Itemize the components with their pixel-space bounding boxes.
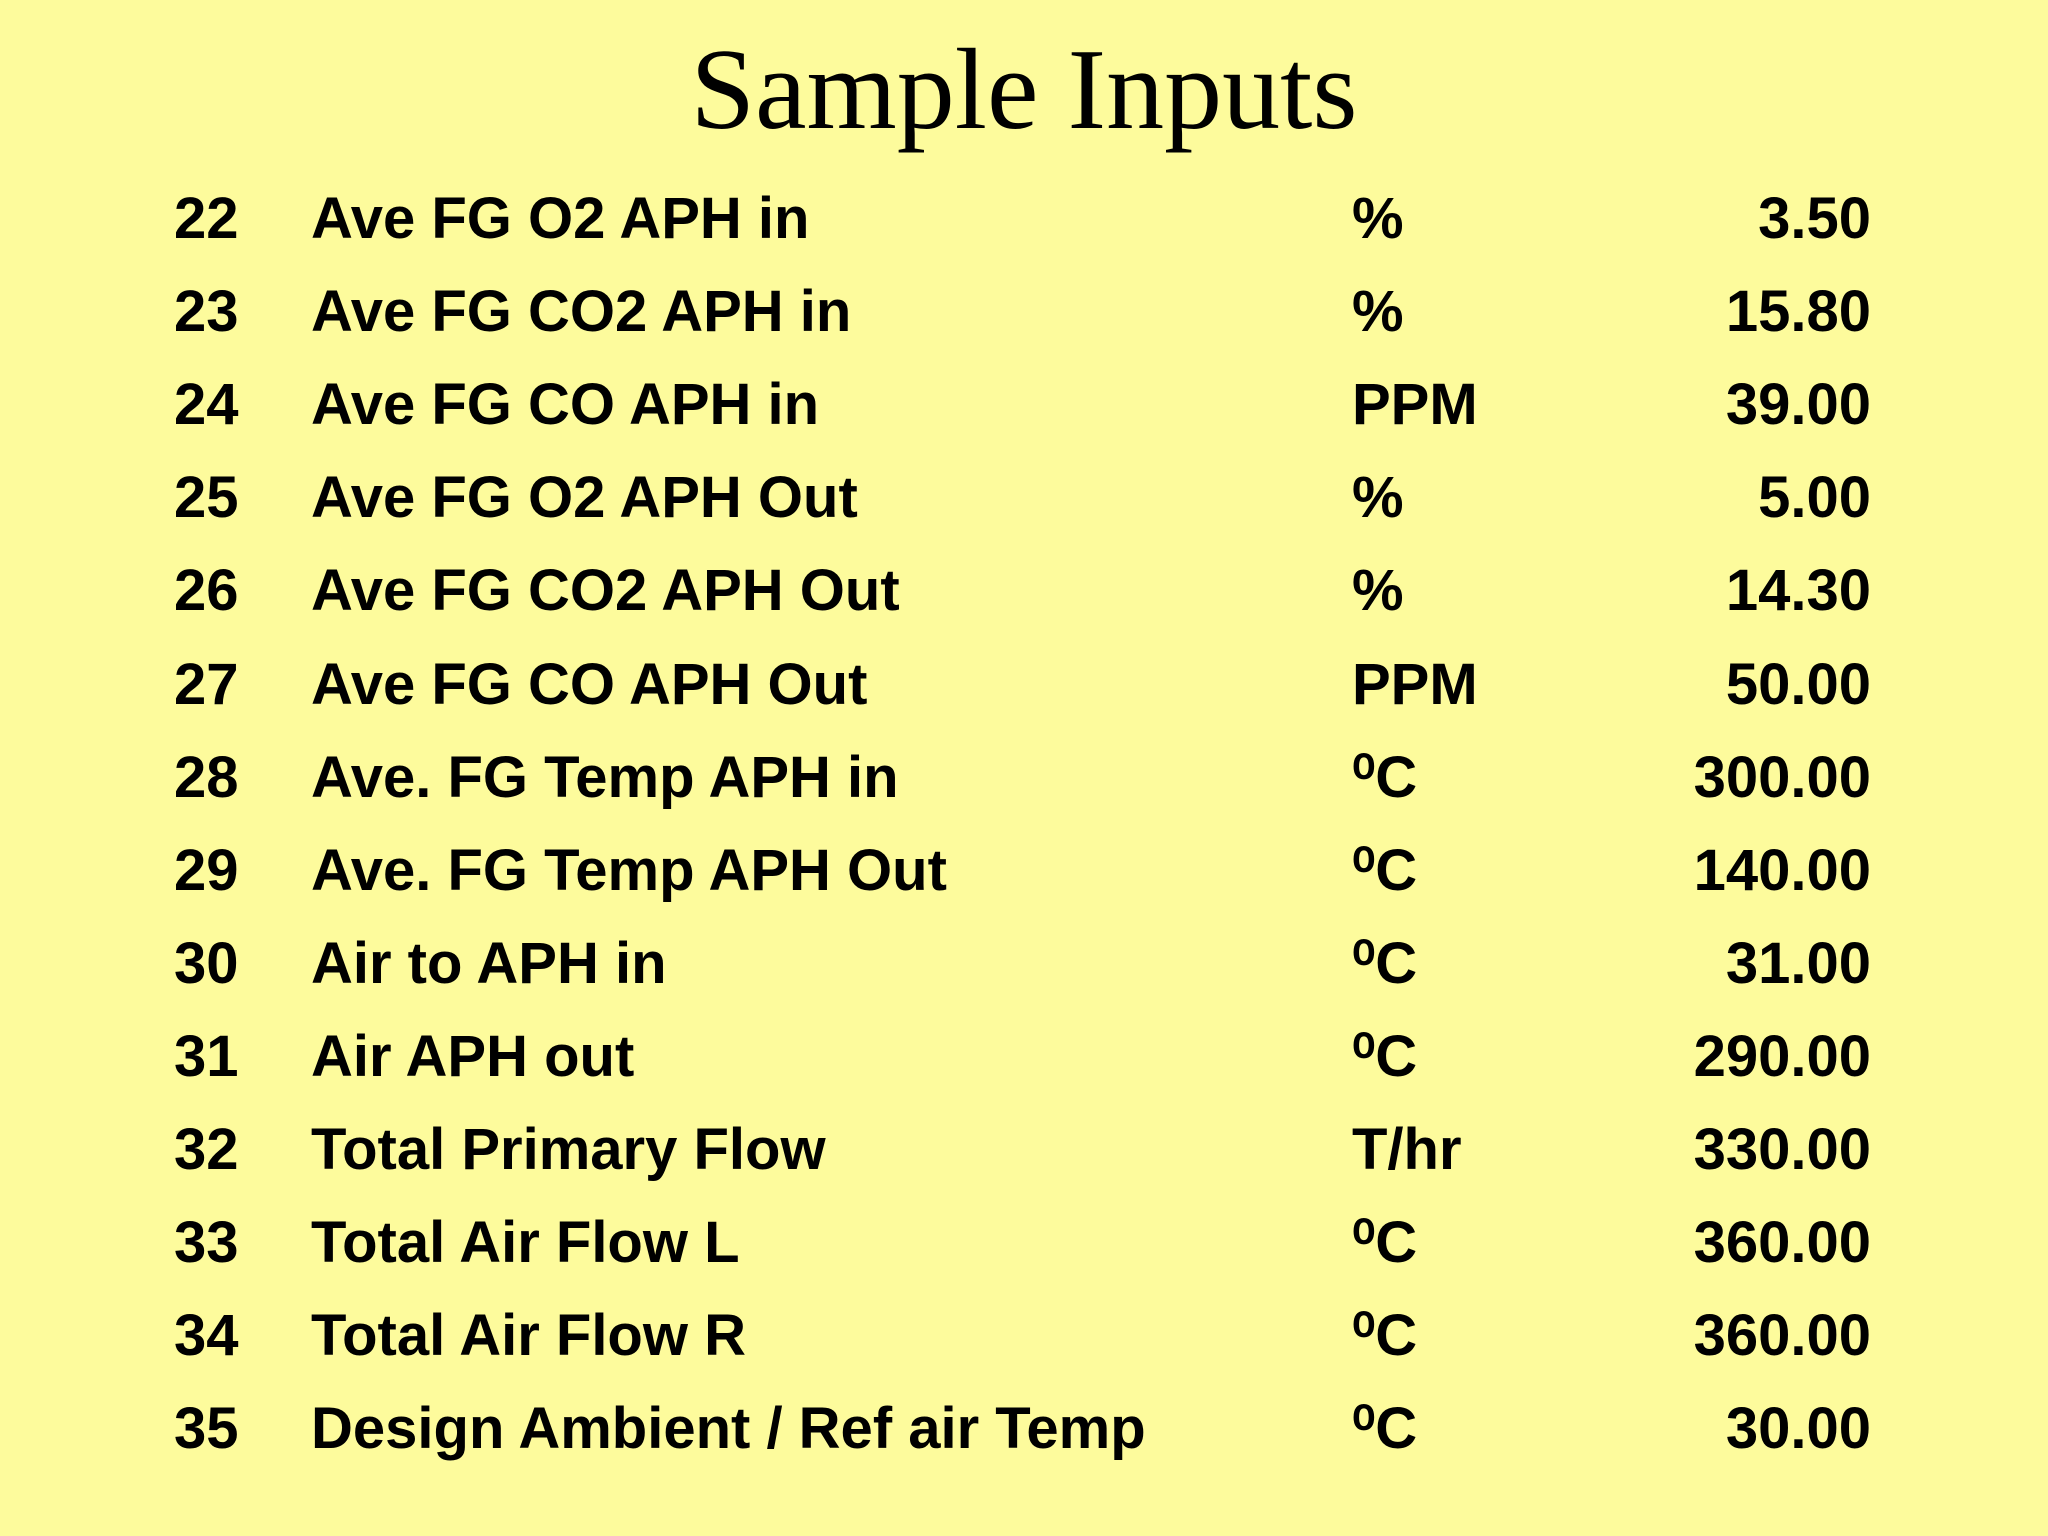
row-label: Total Primary Flow <box>311 1117 826 1182</box>
row-unit: % <box>1352 558 1404 624</box>
row-value: 290.00 <box>1693 1023 1871 1089</box>
row-unit: T/hr <box>1352 1117 1462 1182</box>
row-label: Design Ambient / Ref air Temp <box>311 1396 1146 1462</box>
row-value: 14.30 <box>1725 558 1871 624</box>
row-unit: PPM <box>1352 372 1478 438</box>
row-unit: ⁰C <box>1352 1023 1418 1089</box>
row-label: Ave FG CO2 APH in <box>311 279 852 345</box>
row-number: 27 <box>174 651 239 717</box>
row-unit: ⁰C <box>1352 1396 1418 1462</box>
row-unit: ⁰C <box>1352 930 1418 996</box>
row-value: 5.00 <box>1758 465 1871 531</box>
row-number: 34 <box>174 1303 239 1369</box>
row-number: 29 <box>174 837 239 903</box>
row-unit: ⁰C <box>1352 1210 1418 1276</box>
row-label: Ave. FG Temp APH Out <box>311 837 947 903</box>
row-value: 360.00 <box>1693 1210 1871 1276</box>
row-value: 360.00 <box>1693 1303 1871 1369</box>
row-number: 22 <box>174 186 239 251</box>
row-label: Air to APH in <box>311 930 667 996</box>
row-label: Ave FG CO APH Out <box>311 651 868 717</box>
row-unit: % <box>1352 186 1404 251</box>
row-unit: PPM <box>1352 651 1478 717</box>
row-value: 39.00 <box>1725 372 1871 438</box>
row-number: 33 <box>174 1210 239 1276</box>
row-label: Ave FG CO APH in <box>311 372 820 438</box>
row-unit: ⁰C <box>1352 744 1418 810</box>
row-label: Ave FG O2 APH in <box>311 186 810 251</box>
row-label: Ave FG O2 APH Out <box>311 465 858 531</box>
row-value: 15.80 <box>1725 279 1871 345</box>
row-unit: % <box>1352 279 1404 345</box>
row-value: 30.00 <box>1725 1396 1871 1462</box>
row-value: 50.00 <box>1725 651 1871 717</box>
row-unit: ⁰C <box>1352 1303 1418 1369</box>
row-value: 300.00 <box>1693 744 1871 810</box>
row-number: 26 <box>174 558 239 624</box>
row-number: 23 <box>174 279 239 345</box>
row-number: 28 <box>174 744 239 810</box>
row-label: Ave. FG Temp APH in <box>311 744 899 810</box>
row-number: 30 <box>174 930 239 996</box>
row-label: Total Air Flow L <box>311 1210 740 1276</box>
row-label: Air APH out <box>311 1023 635 1089</box>
row-unit: ⁰C <box>1352 837 1418 903</box>
row-value: 3.50 <box>1758 186 1871 251</box>
row-number: 35 <box>174 1396 239 1462</box>
row-number: 25 <box>174 465 239 531</box>
row-unit: % <box>1352 465 1404 531</box>
slide-title: Sample Inputs <box>690 26 1358 154</box>
row-number: 32 <box>174 1117 239 1182</box>
row-value: 140.00 <box>1693 837 1871 903</box>
row-number: 31 <box>174 1023 239 1089</box>
row-label: Total Air Flow R <box>311 1303 746 1369</box>
row-value: 330.00 <box>1693 1117 1871 1182</box>
row-number: 24 <box>174 372 239 438</box>
row-value: 31.00 <box>1725 930 1871 996</box>
row-label: Ave FG CO2 APH Out <box>311 558 900 624</box>
